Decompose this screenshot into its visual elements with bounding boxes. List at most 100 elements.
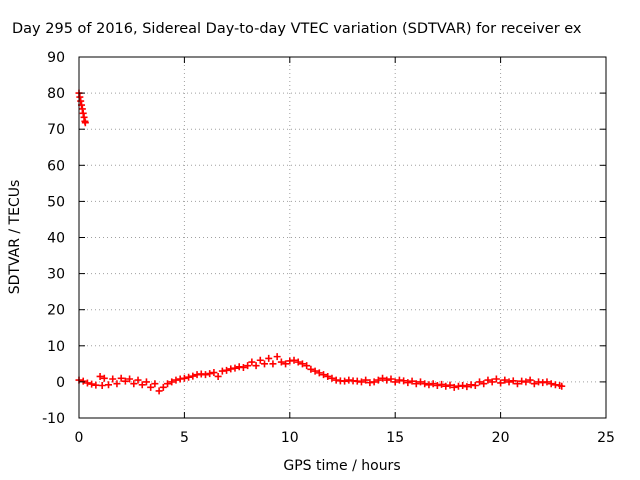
y-tick-label: 40 bbox=[47, 231, 65, 247]
data-point bbox=[79, 109, 87, 117]
data-point bbox=[543, 378, 551, 386]
data-point bbox=[383, 376, 391, 384]
data-point bbox=[79, 377, 87, 385]
data-point bbox=[374, 376, 382, 384]
data-point bbox=[80, 113, 88, 121]
data-point bbox=[138, 381, 146, 389]
data-point bbox=[497, 379, 505, 387]
data-point bbox=[134, 376, 142, 384]
data-point bbox=[303, 362, 311, 370]
x-tick-label: 25 bbox=[597, 430, 615, 446]
data-point bbox=[442, 382, 450, 390]
y-tick-label: 30 bbox=[47, 267, 65, 283]
data-point bbox=[210, 369, 218, 377]
data-point bbox=[98, 382, 106, 390]
data-point bbox=[391, 378, 399, 386]
y-tick-label: 80 bbox=[47, 86, 65, 102]
data-point bbox=[412, 380, 420, 388]
data-point bbox=[244, 362, 252, 370]
y-tick-label: 20 bbox=[47, 303, 65, 319]
data-point bbox=[277, 358, 285, 366]
data-point bbox=[298, 360, 306, 368]
data-point bbox=[446, 381, 454, 389]
data-point bbox=[400, 377, 408, 385]
data-point bbox=[471, 382, 479, 390]
data-point bbox=[290, 356, 298, 364]
data-points bbox=[75, 89, 566, 395]
data-point bbox=[92, 381, 100, 389]
data-point bbox=[429, 380, 437, 388]
data-point bbox=[307, 365, 315, 373]
data-point bbox=[370, 378, 378, 386]
data-point bbox=[522, 378, 530, 386]
data-point bbox=[109, 375, 117, 383]
data-point bbox=[261, 360, 269, 368]
data-point bbox=[231, 364, 239, 372]
grid bbox=[79, 57, 606, 418]
axis-ticks: 0 5 10 15 20 25 -10 0 10 20 30 40 50 60 70 80 90 bbox=[42, 50, 615, 446]
data-point bbox=[484, 376, 492, 384]
data-point bbox=[416, 378, 424, 386]
y-axis-label: SDTVAR / TECUs bbox=[7, 180, 23, 295]
x-tick-label: 10 bbox=[281, 430, 299, 446]
data-point bbox=[341, 377, 349, 385]
data-point bbox=[501, 376, 509, 384]
data-point bbox=[121, 377, 129, 385]
data-point bbox=[180, 374, 188, 382]
x-tick-label: 15 bbox=[386, 430, 404, 446]
data-point bbox=[505, 378, 513, 386]
data-point bbox=[248, 358, 256, 366]
data-point bbox=[324, 372, 332, 380]
y-tick-label: 50 bbox=[47, 194, 65, 210]
data-point bbox=[320, 371, 328, 379]
data-point bbox=[151, 380, 159, 388]
x-axis-label: GPS time / hours bbox=[283, 458, 400, 474]
data-point bbox=[463, 383, 471, 391]
data-point bbox=[282, 360, 290, 368]
data-point bbox=[269, 360, 277, 368]
y-tick-label: 0 bbox=[56, 375, 65, 391]
data-point bbox=[387, 375, 395, 383]
data-point bbox=[81, 119, 89, 127]
data-point bbox=[130, 380, 138, 388]
data-point bbox=[492, 375, 500, 383]
data-point bbox=[76, 93, 84, 101]
data-point bbox=[379, 374, 387, 382]
data-point bbox=[311, 367, 319, 375]
data-point bbox=[172, 376, 180, 384]
data-point bbox=[530, 380, 538, 388]
data-point bbox=[223, 366, 231, 374]
y-tick-label: -10 bbox=[42, 411, 65, 427]
data-point bbox=[421, 380, 429, 388]
data-point bbox=[357, 378, 365, 386]
data-point bbox=[438, 380, 446, 388]
data-point bbox=[147, 383, 155, 391]
data-point bbox=[78, 105, 86, 113]
data-point bbox=[362, 376, 370, 384]
plot-frame bbox=[78, 56, 607, 419]
data-point bbox=[77, 97, 85, 105]
data-point bbox=[558, 382, 566, 390]
data-point bbox=[155, 387, 163, 395]
data-point bbox=[100, 374, 108, 382]
data-point bbox=[450, 383, 458, 391]
data-point bbox=[476, 378, 484, 386]
data-point bbox=[547, 380, 555, 388]
x-tick-label: 20 bbox=[492, 430, 510, 446]
y-tick-label: 60 bbox=[47, 158, 65, 174]
data-point bbox=[256, 356, 264, 364]
data-point bbox=[168, 378, 176, 386]
data-point bbox=[113, 380, 121, 388]
x-tick-label: 0 bbox=[75, 430, 84, 446]
data-point bbox=[126, 375, 134, 383]
y-tick-label: 70 bbox=[47, 122, 65, 138]
data-point bbox=[265, 354, 273, 362]
data-point bbox=[252, 362, 260, 370]
data-point bbox=[214, 372, 222, 380]
data-point bbox=[328, 374, 336, 382]
data-point bbox=[201, 371, 209, 379]
data-point bbox=[164, 380, 172, 388]
data-point bbox=[294, 358, 302, 366]
data-point bbox=[433, 382, 441, 390]
